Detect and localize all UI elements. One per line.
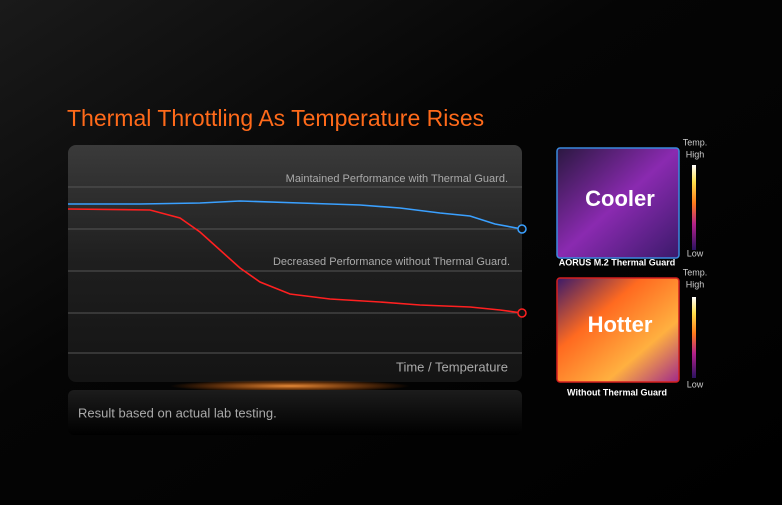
reflection [68,390,522,435]
chart-panel [68,145,522,382]
scale-low: Low [687,379,704,389]
glow [170,380,410,392]
scale-high: High [686,149,705,159]
blue-line [68,200,523,230]
lower-label: Decreased Performance without Thermal Gu… [273,256,510,268]
cooler-image [556,147,680,259]
scale-title: Temp. [683,267,708,277]
title: Thermal Throttling As Temperature Rises [67,105,484,131]
cooler-label: Cooler [585,186,655,211]
cooler-caption: AORUS M.2 Thermal Guard [559,257,676,267]
red-end [517,308,527,318]
axis-label: Time / Temperature [396,359,508,374]
red-line [67,208,523,314]
upper-label: Maintained Performance with Thermal Guar… [286,173,508,185]
scale-title: Temp. [683,137,708,147]
scale-high: High [686,279,705,289]
hotter-image [556,277,680,383]
grid [68,186,522,354]
footnote: Result based on actual lab testing. [78,405,277,420]
hotter-label: Hotter [588,312,653,337]
hotter-caption: Without Thermal Guard [567,387,667,397]
blue-end [517,224,527,234]
scale-low: Low [687,248,704,258]
scale-bar [692,297,696,378]
scale-bar [692,165,696,250]
